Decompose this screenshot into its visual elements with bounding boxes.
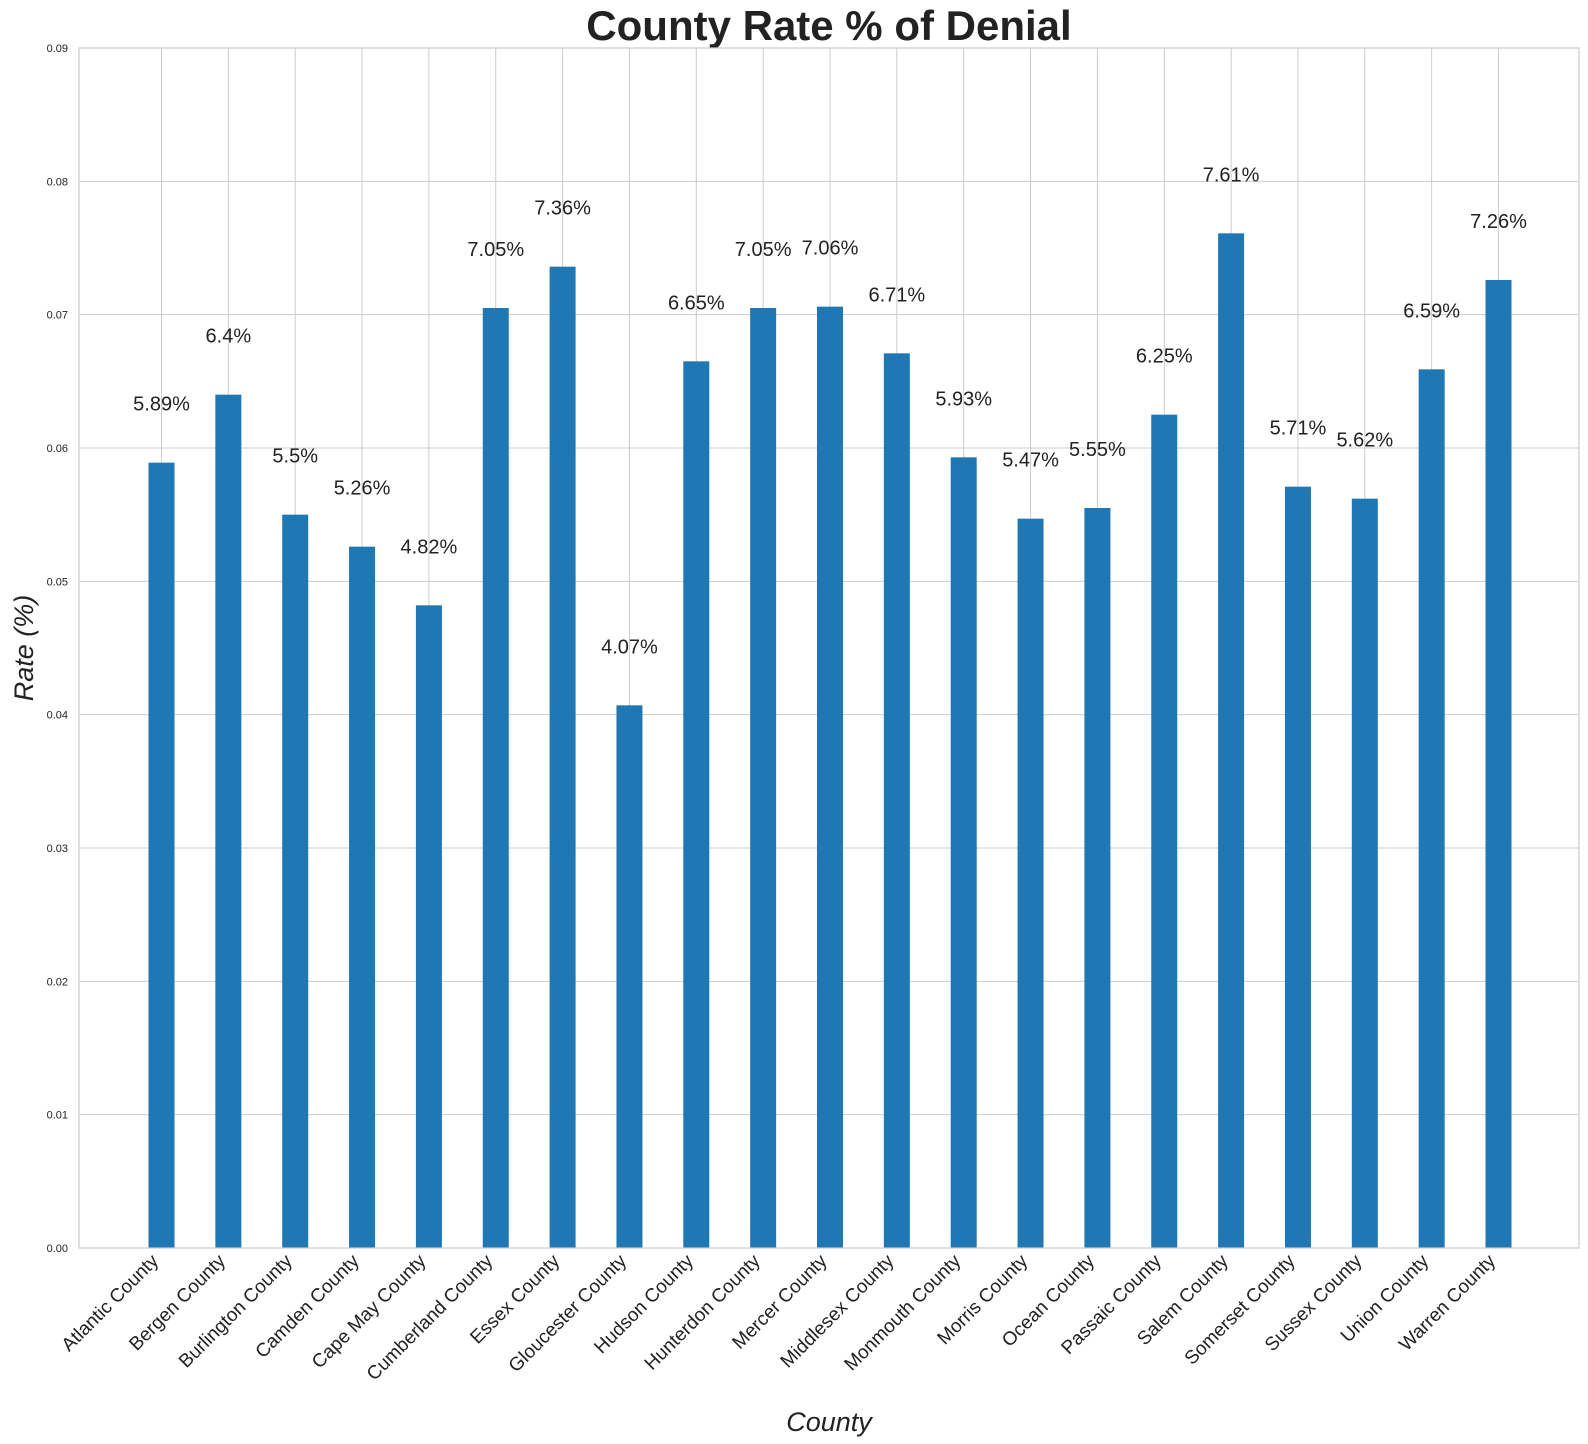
chart-title: County Rate % of Denial [586,2,1071,49]
bar [549,266,576,1249]
bar [750,308,777,1248]
plot-frame [78,47,1580,1249]
bar [349,546,376,1248]
x-tick-label: Somerset County [1181,1250,1300,1369]
data-label: 5.71% [1270,418,1327,440]
y-tick-label: 0.00 [47,1243,68,1255]
bar [415,605,442,1248]
data-label: 7.06% [802,238,859,260]
data-label: 7.36% [534,198,591,220]
bar [1351,498,1378,1249]
bar [1017,518,1044,1248]
y-axis-label: Rate (%) [9,595,39,702]
bar [1485,280,1512,1248]
data-label: 6.25% [1136,346,1193,368]
y-tick-label: 0.03 [47,843,68,855]
bar [616,705,643,1248]
bar [282,514,309,1248]
data-label: 5.26% [334,478,391,500]
data-label: 7.05% [735,239,792,261]
y-tick-label: 0.04 [47,710,68,722]
x-tick-label: Monmouth County [841,1250,966,1375]
data-label: 5.89% [133,394,190,416]
bar [883,353,910,1248]
data-label: 5.93% [935,388,992,410]
bar [1151,414,1178,1249]
bars [148,233,1512,1249]
data-label: 7.26% [1470,211,1527,233]
data-label: 5.55% [1069,439,1126,461]
x-axis-label: County [786,1407,873,1437]
data-label: 6.65% [668,292,725,314]
bar [148,462,175,1249]
x-tick-label: Burlington County [175,1250,297,1372]
bar [482,308,509,1248]
data-label: 6.4% [206,326,252,348]
data-label: 6.59% [1403,300,1460,322]
data-label: 7.05% [467,239,524,261]
bar [215,394,242,1249]
y-tick-label: 0.07 [47,310,68,322]
data-label: 4.82% [401,536,458,558]
x-tick-label: Gloucester County [505,1250,631,1376]
y-tick-label: 0.01 [47,1110,68,1122]
y-tick-label: 0.09 [47,43,68,55]
x-tick-label: Cape May County [308,1250,431,1373]
y-tick-label: 0.05 [47,576,68,588]
data-labels: 5.89% 6.4% 5.5% 5.26% 4.82% 7.05% 7.36% 4.07% 6.… [133,164,1527,658]
y-tick-label: 0.08 [47,176,68,188]
data-label: 6.71% [868,284,925,306]
bar [817,306,843,1249]
bar [1218,233,1245,1249]
data-label: 5.47% [1002,450,1059,472]
bar [1418,369,1445,1248]
data-label: 7.61% [1203,164,1260,186]
data-label: 4.07% [601,636,658,658]
data-label: 5.62% [1336,430,1393,452]
x-tick-label: Hunterdon County [641,1250,765,1374]
y-tick-label: 0.02 [47,976,68,988]
bar [950,457,977,1248]
data-label: 5.5% [272,446,318,468]
bar [683,361,710,1248]
y-tick-label: 0.06 [47,443,68,455]
bar [1084,508,1111,1248]
x-tick-label: Middlesex County [777,1250,899,1372]
x-tick-label: Cumberland County [363,1250,498,1385]
bar [1284,486,1311,1249]
y-tick-labels: 0.00 0.01 0.02 0.03 0.04 0.05 0.06 0.07 0.08 0.09 [47,43,68,1255]
